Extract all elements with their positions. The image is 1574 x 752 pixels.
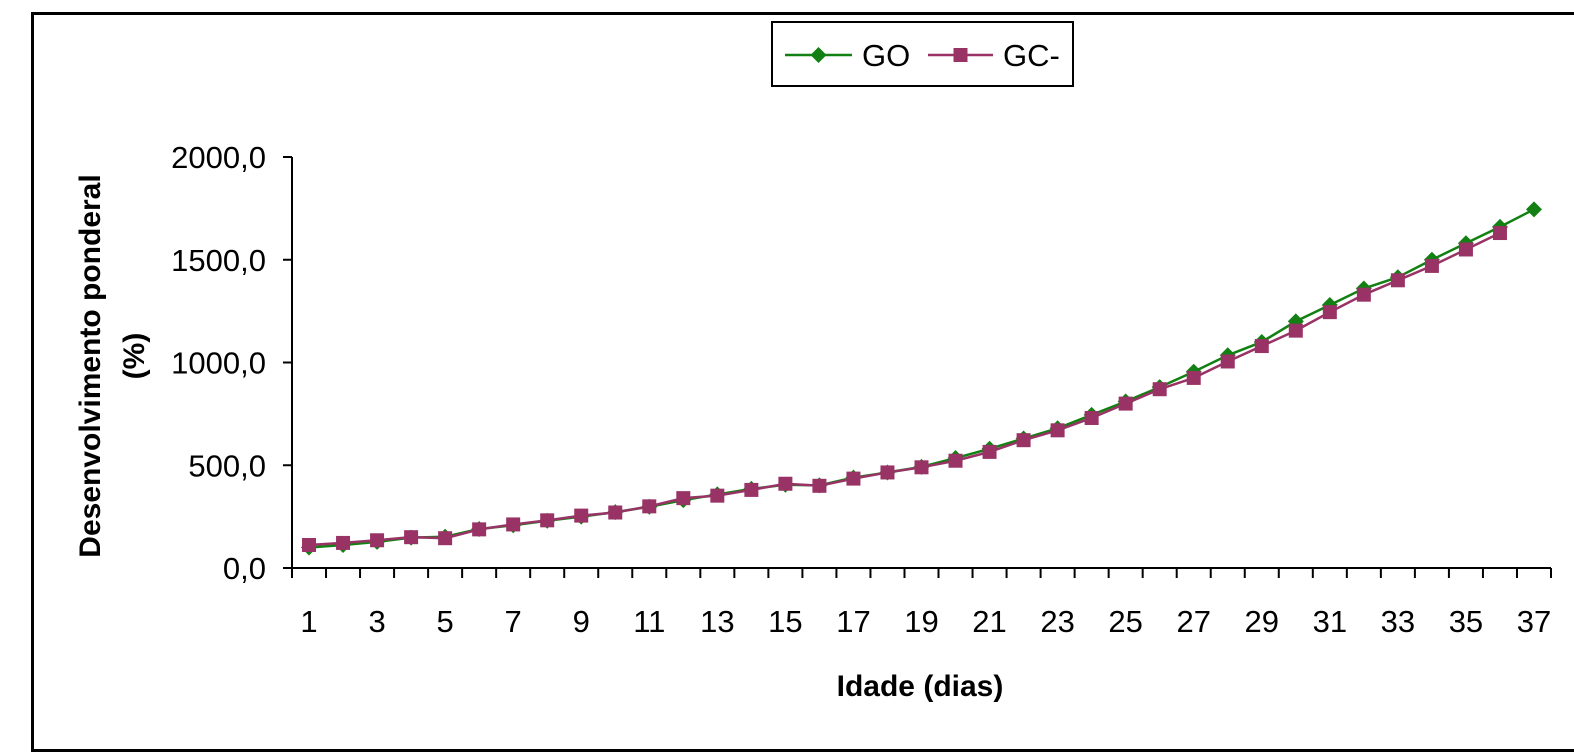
legend-marker-gc (953, 48, 968, 62)
data-point-gc (982, 444, 997, 459)
x-tick-label: 23 (1040, 604, 1074, 639)
data-point-gc (1424, 258, 1439, 273)
data-point-gc (438, 531, 453, 546)
data-point-gc (778, 476, 793, 491)
data-point-gc (1186, 370, 1201, 385)
data-point-gc (1322, 305, 1337, 320)
data-point-gc (1390, 273, 1405, 288)
x-tick-label: 33 (1381, 604, 1415, 639)
data-point-gc (370, 533, 385, 548)
x-tick-label: 9 (573, 604, 590, 639)
x-tick-label: 21 (972, 604, 1006, 639)
legend: GO GC- (771, 21, 1074, 87)
x-axis-ticks: 1 3 5 7 9 11 13 15 17 19 21 23 25 27 29 31 33 35 37 (291, 568, 1552, 639)
data-point-gc (1084, 410, 1099, 425)
data-point-gc (1050, 423, 1065, 438)
data-point-gc (948, 453, 963, 468)
y-tick-label: 2000,0 (171, 140, 266, 175)
x-tick-label: 17 (836, 604, 870, 639)
x-axis-title: Idade (dias) (837, 670, 1004, 703)
data-point-gc (472, 522, 487, 537)
data-point-gc (1016, 433, 1031, 448)
x-tick-label: 5 (436, 604, 453, 639)
data-point-gc (1458, 242, 1473, 257)
x-tick-label: 3 (368, 604, 385, 639)
data-point-gc (1220, 354, 1235, 369)
chart-frame (31, 12, 1574, 752)
x-tick-label: 11 (633, 604, 665, 639)
data-point-gc (676, 491, 691, 506)
legend-label-go: GO (862, 38, 910, 73)
y-axis-title: Desenvolvimento ponderal (74, 174, 107, 557)
x-tick-label: 15 (768, 604, 802, 639)
x-tick-label: 13 (700, 604, 734, 639)
data-point-gc (914, 460, 929, 475)
data-point-gc (1492, 226, 1507, 241)
legend-item-go: GO (785, 38, 910, 73)
data-point-gc (608, 505, 623, 520)
y-tick-label: 1500,0 (171, 243, 266, 278)
x-tick-label: 27 (1176, 604, 1210, 639)
data-point-gc (506, 517, 521, 532)
y-tick-label: 0,0 (223, 551, 266, 586)
y-tick-label: 1000,0 (171, 346, 266, 381)
x-tick-label: 37 (1517, 604, 1551, 639)
y-axis-title-unit: (%) (118, 333, 151, 380)
data-point-gc (1254, 339, 1269, 354)
legend-label-gc: GC- (1003, 38, 1060, 73)
data-point-gc (404, 530, 419, 545)
series-line-gc (308, 231, 1501, 547)
data-point-gc (1152, 382, 1167, 397)
y-axis-ticks: 0,0 500,0 1000,0 1500,0 2000,0 (171, 140, 292, 586)
y-tick-label: 500,0 (188, 448, 266, 483)
data-point-gc (540, 513, 555, 528)
data-point-gc (336, 535, 351, 550)
data-point-gc (1288, 323, 1303, 338)
series-layer (301, 201, 1542, 556)
data-point-gc (302, 537, 317, 552)
data-point-gc (710, 488, 725, 503)
data-point-gc (642, 499, 657, 514)
legend-item-gc: GC- (928, 38, 1060, 73)
x-tick-label: 25 (1108, 604, 1142, 639)
x-tick-label: 35 (1449, 604, 1483, 639)
x-tick-label: 19 (904, 604, 938, 639)
x-tick-label: 7 (505, 604, 522, 639)
data-point-gc (846, 471, 861, 486)
x-tick-label: 1 (300, 604, 317, 639)
data-point-gc (812, 478, 827, 493)
data-point-gc (744, 482, 759, 497)
series-line-go (308, 208, 1535, 549)
data-point-gc (880, 465, 895, 480)
data-point-gc (1118, 396, 1133, 411)
series-go (301, 201, 1542, 556)
series-gc (302, 226, 1507, 552)
data-point-go (1525, 201, 1542, 218)
legend-marker-go (810, 47, 827, 63)
data-point-gc (574, 508, 589, 523)
x-tick-label: 31 (1313, 604, 1347, 639)
x-tick-label: 29 (1245, 604, 1279, 639)
data-point-gc (1356, 287, 1371, 302)
